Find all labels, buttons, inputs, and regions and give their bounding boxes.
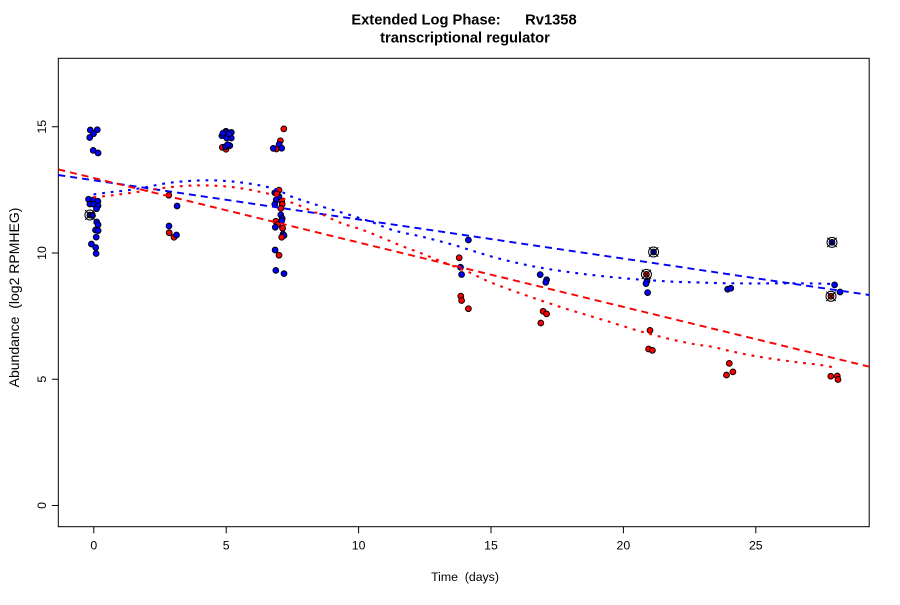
svg-text:transcriptional regulator: transcriptional regulator (380, 31, 550, 47)
svg-text:15: 15 (35, 120, 49, 134)
svg-text:5: 5 (223, 539, 230, 553)
svg-text:20: 20 (617, 539, 631, 553)
svg-text:0: 0 (90, 539, 97, 553)
svg-text:Abundance (log2 RPMHEG): Abundance (log2 RPMHEG) (6, 208, 22, 388)
svg-text:10: 10 (35, 246, 49, 260)
svg-text:25: 25 (749, 539, 763, 553)
svg-text:5: 5 (35, 376, 49, 383)
svg-text:0: 0 (35, 502, 49, 509)
svg-text:Extended Log Phase: Rv135: Extended Log Phase: Rv1358 (351, 13, 576, 29)
svg-text:15: 15 (484, 539, 498, 553)
svg-text:Time (days): Time (days) (431, 570, 499, 584)
svg-text:10: 10 (352, 539, 366, 553)
